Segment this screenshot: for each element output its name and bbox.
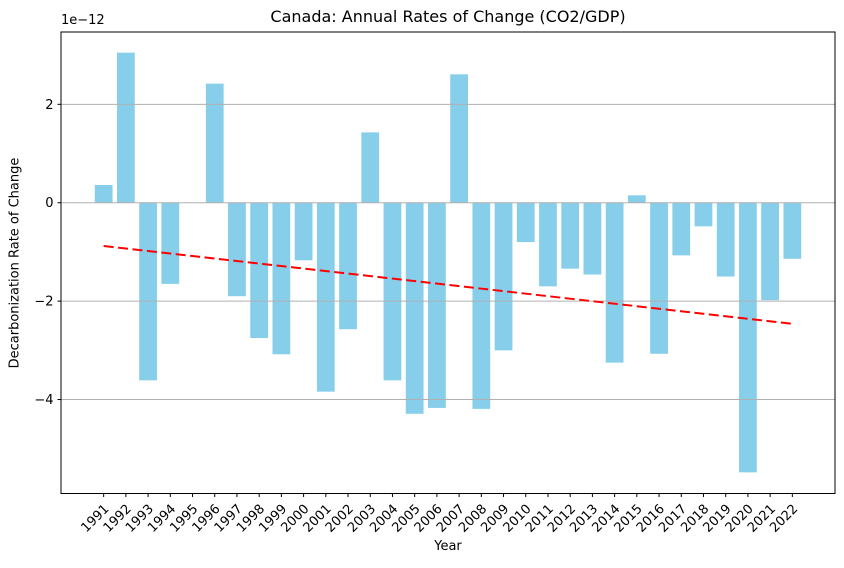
bar-1994 <box>161 202 180 284</box>
y-tick-label: −4 <box>34 393 53 408</box>
bar-2010 <box>516 202 535 243</box>
bar-2003 <box>361 132 380 203</box>
bar-2006 <box>428 202 446 408</box>
bar-2007 <box>450 74 468 203</box>
bar-2005 <box>405 202 424 414</box>
bar-1997 <box>228 202 246 297</box>
bar-2013 <box>583 202 602 275</box>
bar-1991 <box>94 185 113 203</box>
bar-2009 <box>494 202 513 351</box>
bar-2000 <box>294 202 313 261</box>
x-axis-label: Year <box>434 539 462 554</box>
bar-2008 <box>472 202 491 409</box>
y-tick-label: −2 <box>34 295 53 310</box>
bar-2014 <box>605 202 624 363</box>
bar-2015 <box>627 195 646 203</box>
bar-1996 <box>205 83 224 203</box>
bar-2002 <box>339 202 357 330</box>
bar-2016 <box>650 202 668 354</box>
bar-2021 <box>761 202 780 301</box>
bar-2022 <box>783 202 802 259</box>
bar-2012 <box>561 202 580 269</box>
bar-2017 <box>672 202 691 256</box>
bar-2004 <box>383 202 402 381</box>
y-tick-label: 0 <box>45 196 53 211</box>
axes-frame <box>60 31 836 494</box>
bar-1999 <box>272 202 291 355</box>
bar-2011 <box>539 202 557 287</box>
chart-title: Canada: Annual Rates of Change (CO2/GDP) <box>270 7 626 26</box>
bar-2020 <box>739 202 757 473</box>
bar-2001 <box>316 202 335 392</box>
bar-2019 <box>716 202 735 277</box>
y-axis-offset-label: 1e−12 <box>61 13 105 28</box>
y-tick-label: 2 <box>45 98 53 113</box>
bar-1993 <box>139 202 157 381</box>
trend-line <box>103 245 793 325</box>
bar-1992 <box>116 52 135 203</box>
bar-2018 <box>694 202 713 227</box>
bar-1998 <box>250 202 269 339</box>
